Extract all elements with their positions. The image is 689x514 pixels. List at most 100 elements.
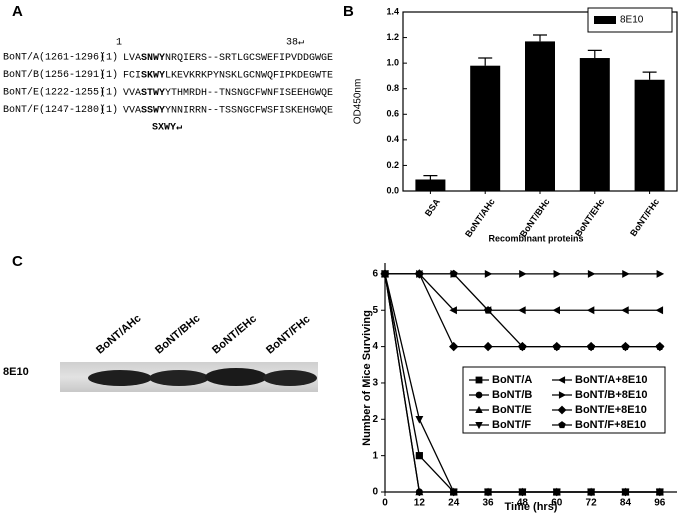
y-tick-label: 5 [372,305,378,316]
x-tick-label: 12 [414,498,426,509]
marker [622,269,630,278]
sequence-part: LVA [123,53,141,64]
marker [558,421,566,429]
marker [449,488,458,497]
y-axis-label: Number of Mice Surviving [361,310,373,446]
bar [415,179,446,191]
blot-lanes: BoNT/AHc BoNT/BHc BoNT/EHc BoNT/FHc [94,312,312,356]
motif: STWY [141,88,165,99]
x-tick-label: BSA [423,196,442,218]
x-tick-label: 84 [620,498,632,509]
marker [415,487,424,496]
marker [484,488,493,497]
marker [621,488,630,497]
alignment: 1 38↵ BoNT/A(1261-1296)(1) LVASNWYNRQIERS--… [3,38,333,134]
lane-label: BoNT/EHc [210,313,259,357]
marker [381,269,389,278]
y-tick-label: 1.2 [386,32,399,42]
sequence-name: BoNT/B(1256-1291) [3,69,105,81]
x-axis-label: Time (hrs) [505,501,558,513]
marker [518,342,527,350]
x-tick-label: 60 [551,498,563,509]
lane-label: BoNT/BHc [153,312,202,356]
y-tick-label: 0.4 [386,134,399,144]
sequence-part: FCI [123,70,141,81]
sequence-name: BoNT/A(1261-1296) [3,52,105,64]
marker [552,306,561,315]
sequence-part: VVA [123,105,141,116]
marker [415,269,424,278]
error-bar [478,57,493,66]
x-tick-label: 36 [482,498,494,509]
error-bar [423,175,438,180]
marker [484,306,492,314]
antibody-label: 8E10 [3,366,29,378]
ruler: 1 [116,38,122,49]
marker [655,342,664,350]
legend-label: BoNT/E [492,404,532,416]
error-bar [642,71,657,80]
blot-band [149,370,209,386]
blot-band [205,368,267,386]
y-tick-label: 0 [372,487,378,498]
motif: SKWY [141,70,165,81]
marker [656,269,665,278]
lane-label: BoNT/FHc [264,313,312,356]
y-tick-label: 1.0 [386,58,399,68]
sequence: FCISKWYLKEVKRKPYNSKLGCNWQFIPKDEGWTE [123,70,333,81]
sequence-part: NRQIERS--SRTLGCSWEFIPVDDGWGE [165,53,333,64]
series-line [385,273,660,311]
y-tick-label: 3 [372,378,378,389]
marker [449,306,457,315]
bar [525,41,555,192]
x-axis-label: Recombinant proteins [488,233,583,243]
panel-label: C [12,253,23,270]
sequence-name: BoNT/E(1222-1255) [3,87,105,99]
sequence-part: YTHMRDH--TNSNGCFWNFISEEHGWQE [165,88,333,99]
legend-label: BoNT/A [492,374,532,386]
sequence: VVASSWYYNNIRRN--TSSNGCFWSFISKEHGWQE [123,105,333,116]
marker [483,341,493,352]
lane-label: BoNT/AHc [94,312,143,356]
sequence-part: VVA [123,88,141,99]
bar [634,79,665,191]
y-tick-label: 1.4 [386,6,399,16]
consensus: SXWY↵ [152,123,182,134]
y-tick-label: 4 [372,341,378,352]
legend-label: BoNT/E+8E10 [575,404,647,416]
sequence-start: (1) [100,52,118,64]
marker [587,488,596,497]
x-tick-label: 0 [382,498,388,509]
error-bar [587,49,602,59]
marker [415,416,424,424]
legend-label: BoNT/B [492,389,532,401]
marker [519,269,527,278]
marker [552,488,561,497]
motif: SNWY [141,53,165,64]
sequence-name: BoNT/F(1247-1280) [3,104,105,116]
marker [621,306,629,315]
marker [518,306,526,315]
marker [655,306,664,315]
marker [621,342,630,350]
marker [586,306,595,315]
marker [449,269,458,278]
marker [475,376,483,384]
marker [475,421,483,430]
x-tick-label: 96 [654,498,666,509]
marker [415,452,423,460]
y-tick-label: 0.2 [386,160,399,170]
sequence-part: LKEVKRKPYNSKLGCNWQFIPKDEGWTE [165,70,333,81]
panel-label: B [343,3,354,20]
panel-label: A [12,3,23,20]
marker [587,342,596,350]
y-tick-label: 6 [372,269,378,280]
marker [557,376,566,384]
y-tick-label: 2 [372,414,378,425]
y-tick-label: 0.8 [386,83,399,93]
error-bar [533,34,547,42]
marker [655,488,664,497]
legend-label: 8E10 [620,15,644,26]
ruler: 38↵ [286,38,304,49]
